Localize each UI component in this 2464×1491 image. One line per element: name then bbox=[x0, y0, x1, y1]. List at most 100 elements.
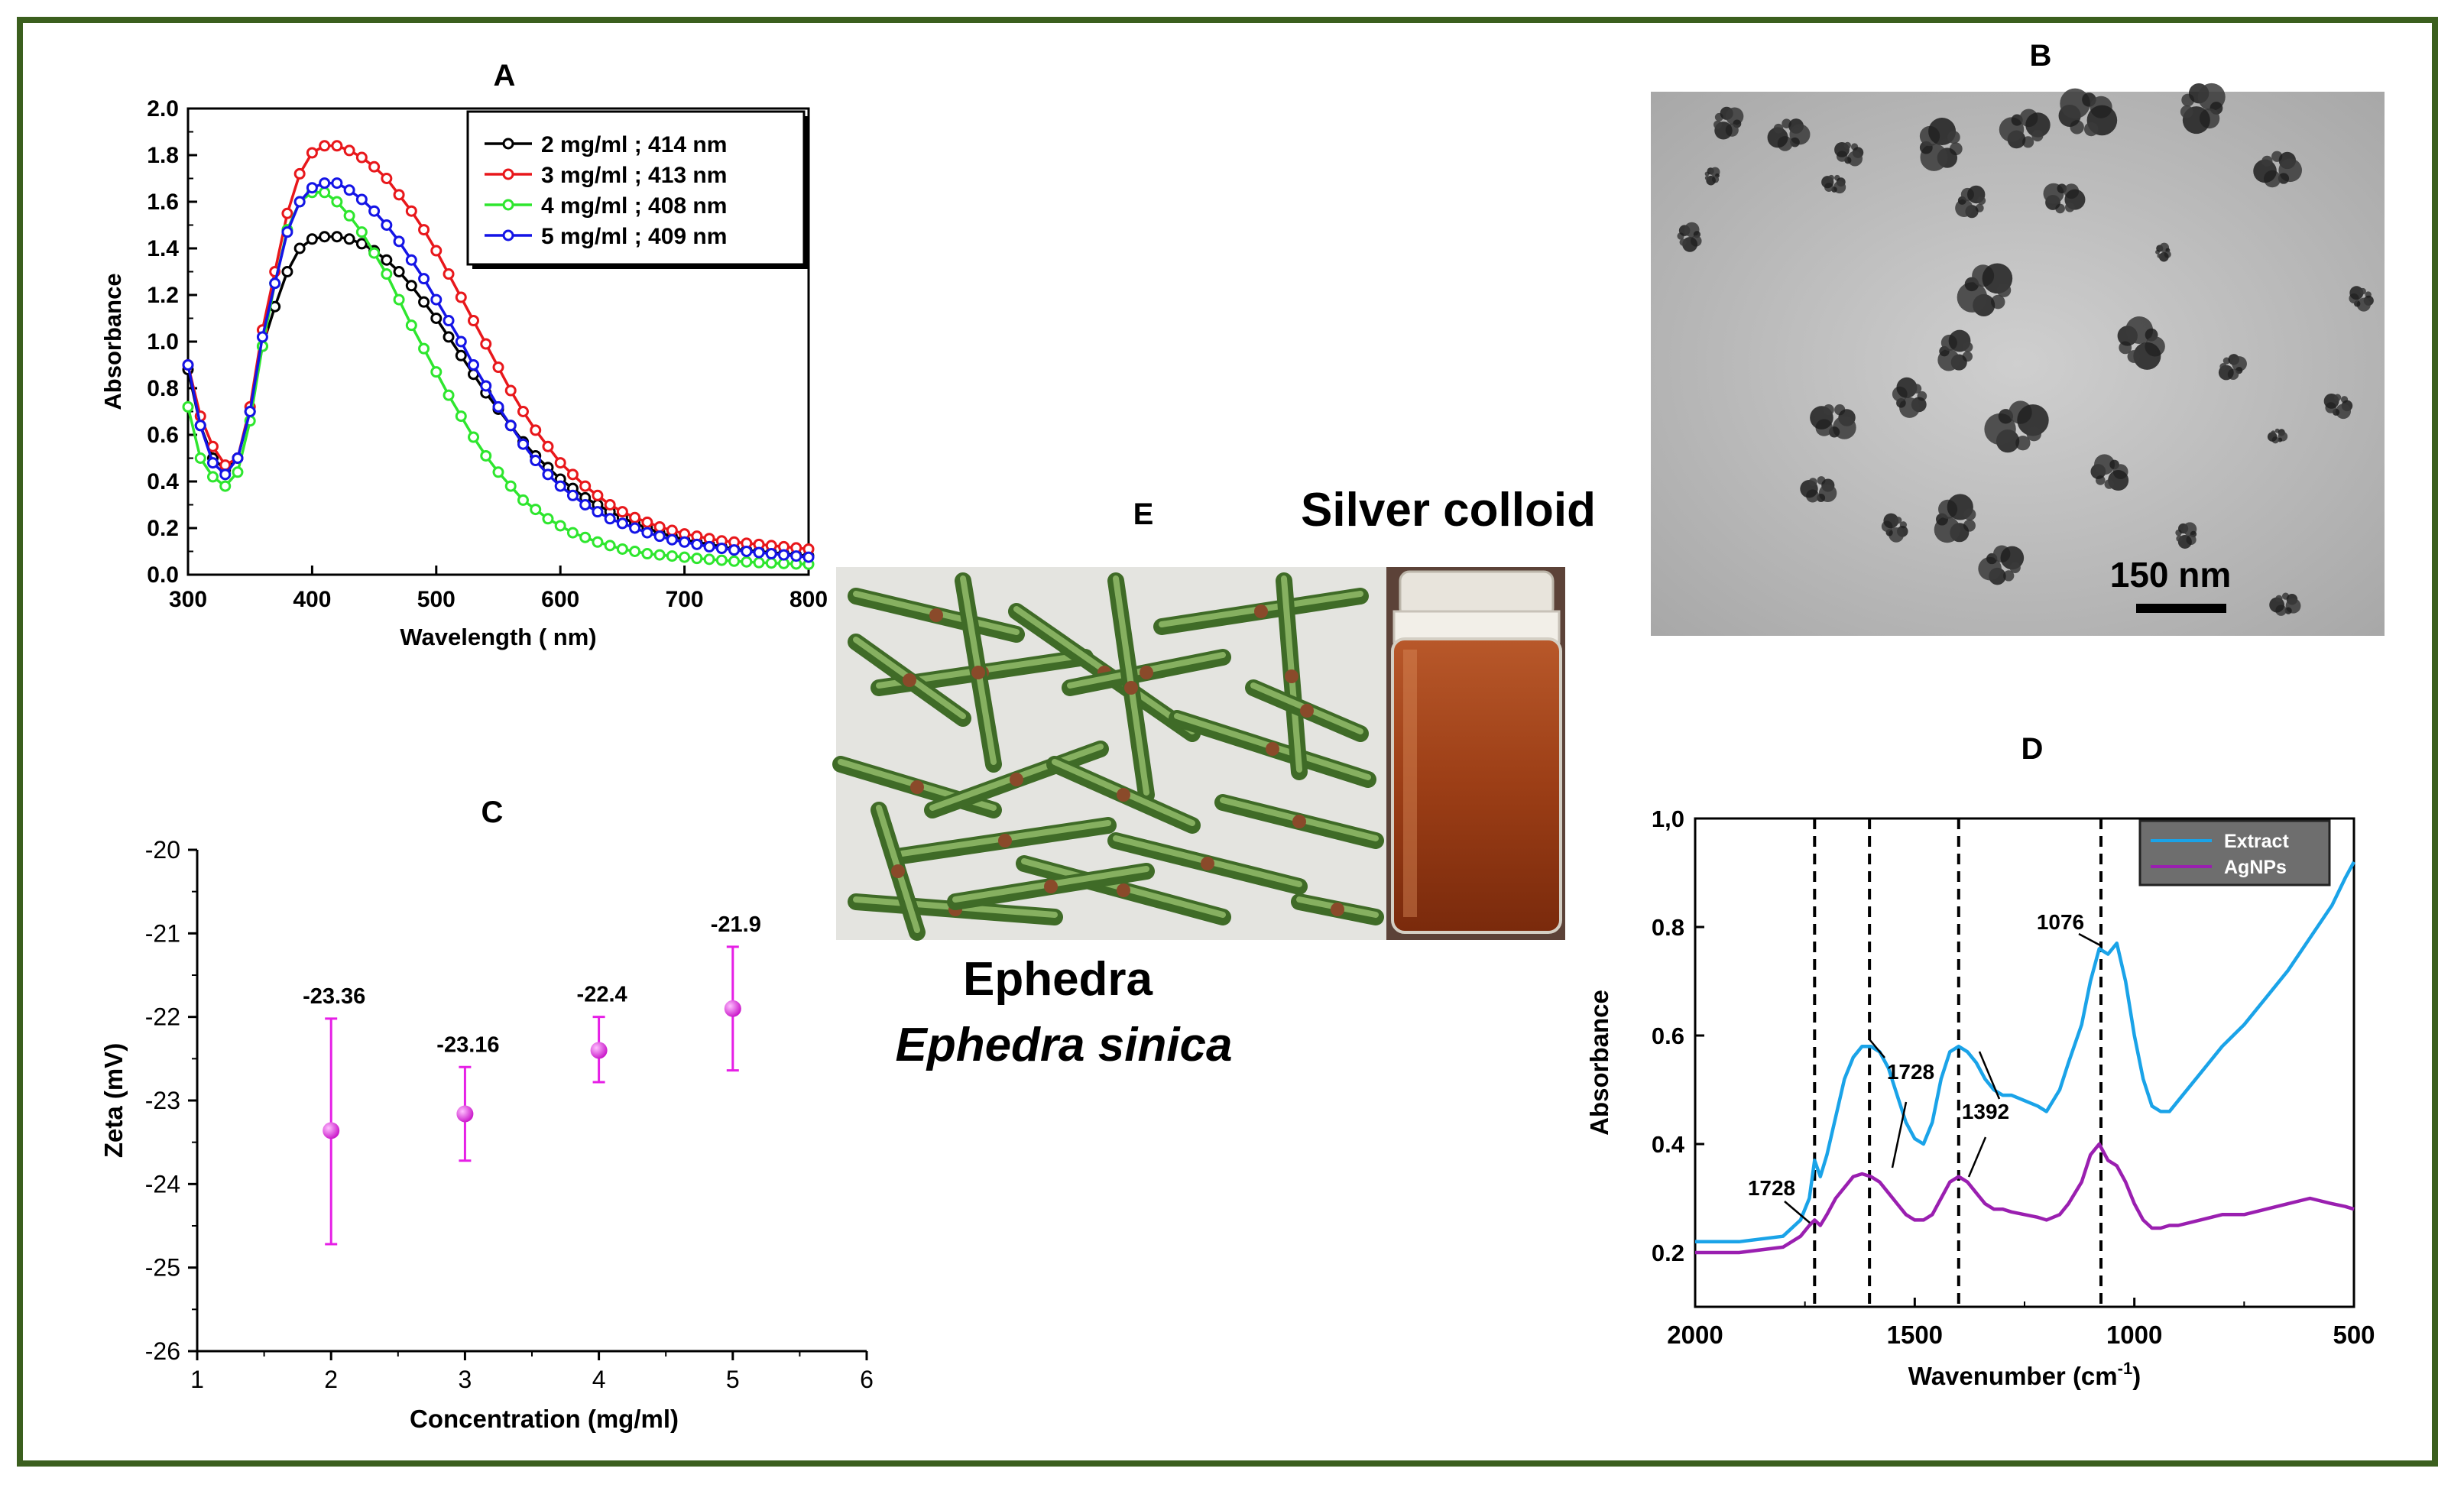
data-point bbox=[393, 266, 405, 277]
tem-particle bbox=[2026, 426, 2041, 442]
data-point bbox=[443, 315, 455, 327]
y-tick-label: 0.2 bbox=[147, 516, 179, 541]
data-point bbox=[666, 524, 678, 536]
data-point bbox=[468, 431, 480, 443]
data-point bbox=[319, 140, 331, 152]
data-point bbox=[492, 400, 504, 413]
stem-node bbox=[1124, 681, 1138, 695]
tem-particle bbox=[1704, 175, 1710, 180]
panel-d-label: D bbox=[2021, 732, 2044, 766]
x-tick-label: 5 bbox=[726, 1366, 740, 1393]
data-point bbox=[691, 538, 703, 550]
tem-particle bbox=[2232, 356, 2247, 371]
data-point bbox=[430, 245, 443, 257]
y-axis-label: Absorbance bbox=[1585, 990, 1613, 1136]
data-point bbox=[530, 455, 542, 467]
data-point bbox=[504, 420, 517, 432]
data-point bbox=[741, 556, 753, 568]
annotation-arrow bbox=[1784, 1201, 1811, 1224]
x-axis-label: Wavelength ( nm) bbox=[400, 624, 596, 650]
stem-node bbox=[1300, 704, 1314, 718]
tem-particle bbox=[2333, 394, 2342, 401]
data-point bbox=[182, 400, 194, 413]
data-point bbox=[703, 540, 715, 553]
data-point bbox=[355, 238, 368, 250]
data-point bbox=[293, 196, 306, 208]
y-tick-label: 0.4 bbox=[147, 469, 179, 494]
data-point bbox=[480, 338, 492, 350]
data-point bbox=[455, 410, 467, 423]
data-point bbox=[666, 550, 678, 562]
x-axis-label: Concentration (mg/ml) bbox=[410, 1405, 679, 1433]
data-point bbox=[765, 548, 777, 560]
tem-particle bbox=[2133, 342, 2161, 370]
stem-node bbox=[1201, 857, 1214, 870]
data-point bbox=[616, 506, 628, 518]
data-point bbox=[653, 549, 666, 561]
data-point bbox=[393, 189, 405, 201]
panel-b-label: B bbox=[2030, 39, 2052, 73]
annotation-arrow bbox=[2078, 932, 2103, 948]
data-point bbox=[566, 527, 579, 539]
tem-particle bbox=[2261, 155, 2273, 167]
ftir-chart: 2000 1500 1000 500 0.2 0.4 0.6 0.8 1,0 Wavenumber… bbox=[1585, 805, 2375, 1390]
y-tick-label: 0.8 bbox=[1652, 914, 1684, 941]
data-point bbox=[641, 516, 653, 528]
tem-particle bbox=[2158, 251, 2169, 262]
stem-node bbox=[910, 780, 924, 794]
peak-annotation: 1728 bbox=[1748, 1176, 1795, 1200]
data-point bbox=[641, 527, 653, 539]
tem-particle bbox=[1996, 283, 2012, 297]
data-point bbox=[629, 522, 641, 534]
annotation-arrow bbox=[1891, 1101, 1908, 1168]
data-point bbox=[281, 266, 293, 277]
data-point bbox=[728, 555, 741, 567]
x-tick-label: 2 bbox=[324, 1366, 338, 1393]
tem-particle bbox=[2336, 404, 2351, 420]
legend-entry: 4 mg/ml ; 408 nm bbox=[541, 193, 727, 219]
x-tick-label: 800 bbox=[789, 587, 828, 612]
data-point bbox=[393, 235, 405, 248]
data-point bbox=[802, 551, 815, 563]
data-point bbox=[343, 184, 355, 196]
data-point bbox=[430, 313, 443, 324]
panel-e-label: E bbox=[1133, 498, 1154, 531]
y-tick-label: 0.6 bbox=[1652, 1023, 1684, 1049]
data-point bbox=[753, 556, 765, 569]
data-point bbox=[715, 543, 728, 555]
tem-particle bbox=[2278, 437, 2283, 442]
y-tick-label: 1,0 bbox=[1652, 805, 1684, 832]
stem-node bbox=[998, 834, 1012, 848]
x-tick-label: 700 bbox=[666, 587, 704, 612]
data-point bbox=[629, 546, 641, 557]
data-point bbox=[331, 177, 343, 190]
data-point bbox=[590, 1042, 608, 1059]
data-point bbox=[504, 480, 517, 492]
tem-particle bbox=[2065, 202, 2075, 212]
data-point bbox=[381, 173, 393, 184]
tem-particle bbox=[1713, 120, 1722, 129]
data-point bbox=[343, 233, 355, 245]
data-point bbox=[542, 513, 554, 525]
x-tick-label: 4 bbox=[592, 1366, 606, 1393]
data-point bbox=[455, 349, 467, 361]
tem-particle bbox=[2359, 287, 2366, 295]
stem-node bbox=[903, 673, 916, 687]
legend-entry: 3 mg/ml ; 413 nm bbox=[541, 163, 727, 188]
stem-node bbox=[1292, 815, 1306, 828]
data-point bbox=[629, 511, 641, 523]
tem-particle bbox=[2127, 350, 2141, 363]
data-point bbox=[579, 531, 592, 543]
peak-annotation: 1392 bbox=[1962, 1100, 2009, 1123]
tem-particle bbox=[1679, 238, 1687, 246]
ephedra-photo bbox=[832, 567, 1386, 941]
y-tick-label: -22 bbox=[145, 1003, 180, 1031]
data-point bbox=[355, 226, 368, 238]
data-point bbox=[566, 489, 579, 501]
y-tick-label: -21 bbox=[145, 919, 180, 947]
scale-bar-label: 150 nm bbox=[2110, 555, 2232, 595]
data-point bbox=[405, 319, 417, 332]
y-tick-label: 1.4 bbox=[147, 236, 179, 261]
y-tick-label: 0.6 bbox=[147, 423, 179, 448]
